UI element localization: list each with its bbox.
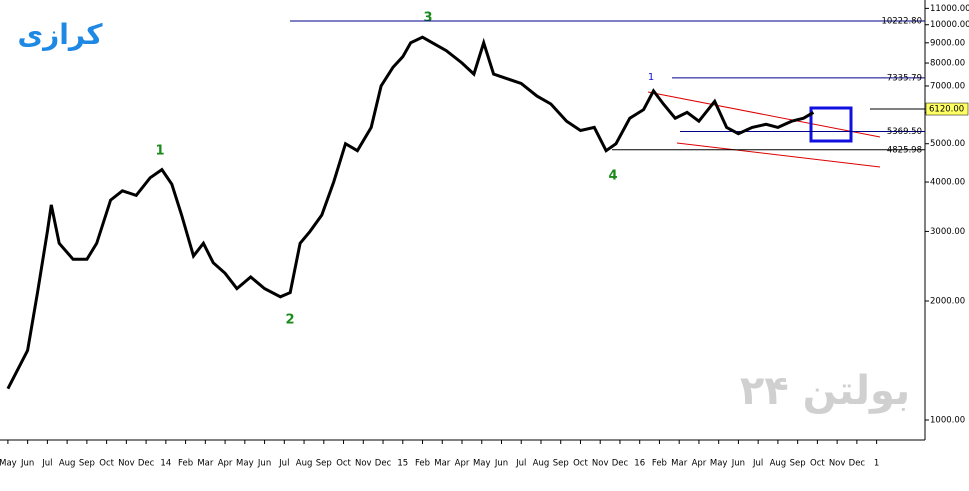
- x-tick-label: Feb: [415, 459, 430, 469]
- x-tick-label: Mar: [434, 459, 451, 469]
- x-tick-label: Mar: [671, 459, 688, 469]
- x-tick-label: Nov: [118, 459, 135, 469]
- y-tick-label: 10000.00: [930, 20, 969, 30]
- x-tick-label: Jun: [257, 459, 271, 469]
- x-tick-label: Oct: [336, 459, 351, 469]
- x-tick-label: Jul: [278, 459, 289, 469]
- x-tick-label: May: [710, 459, 728, 469]
- x-tick-label: Nov: [355, 459, 372, 469]
- x-tick-label: May: [473, 459, 491, 469]
- price-line: [6, 35, 815, 390]
- x-tick-label: Dec: [612, 459, 629, 469]
- x-tick-label: Sep: [79, 459, 95, 469]
- x-tick-label: Mar: [197, 459, 214, 469]
- level-label: 4825.98: [887, 145, 922, 155]
- x-tick-label: Oct: [99, 459, 114, 469]
- target-box: [809, 106, 853, 143]
- y-tick-label: 5000.00: [930, 139, 965, 149]
- x-tick-label: May: [236, 459, 254, 469]
- x-tick-label: Aug: [296, 459, 313, 469]
- trend-line: [647, 91, 881, 138]
- x-tick-label: 14: [160, 459, 171, 469]
- wave-label: 1: [648, 72, 654, 83]
- x-tick-label: Feb: [178, 459, 193, 469]
- x-tick-label: Jun: [731, 459, 745, 469]
- x-tick-label: May: [0, 459, 17, 469]
- x-tick-label: Jul: [41, 459, 52, 469]
- price-highlight: [925, 102, 969, 116]
- x-tick-label: Sep: [553, 459, 569, 469]
- x-tick-label: Oct: [810, 459, 825, 469]
- x-tick-label: Nov: [592, 459, 609, 469]
- x-tick-label: Aug: [770, 459, 787, 469]
- y-tick-label: 1000.00: [930, 415, 965, 425]
- x-tick-label: Apr: [455, 459, 470, 469]
- wave-label: 2: [285, 313, 294, 328]
- x-tick-label: Jun: [494, 459, 508, 469]
- x-tick-label: Sep: [316, 459, 332, 469]
- x-tick-label: Jul: [752, 459, 763, 469]
- x-tick-label: 1: [874, 459, 879, 469]
- y-tick-label: 7000.00: [930, 81, 965, 91]
- x-tick-label: Aug: [59, 459, 76, 469]
- wave-label: 3: [423, 11, 432, 26]
- x-tick-label: Apr: [218, 459, 233, 469]
- level-label: 10222.80: [881, 16, 922, 26]
- x-tick-label: Jul: [515, 459, 526, 469]
- y-tick-label: 8000.00: [930, 59, 965, 69]
- y-tick-label: 11000.00: [930, 4, 969, 14]
- x-tick-label: Aug: [533, 459, 550, 469]
- y-tick-label: 3000.00: [930, 227, 965, 237]
- x-tick-label: Dec: [138, 459, 155, 469]
- chart-title: کرازی: [17, 18, 103, 51]
- y-tick-label: 2000.00: [930, 297, 965, 307]
- wave-label: 4: [608, 169, 617, 184]
- x-tick-label: Sep: [790, 459, 806, 469]
- x-tick-label: Dec: [849, 459, 866, 469]
- price-label: 6120.00: [929, 105, 964, 115]
- level-label: 5369.50: [887, 127, 922, 137]
- y-tick-label: 9000.00: [930, 38, 965, 48]
- watermark: بولتن ۲۴: [740, 368, 910, 414]
- x-tick-label: Dec: [375, 459, 392, 469]
- y-tick-label: 4000.00: [930, 178, 965, 188]
- x-tick-label: Oct: [573, 459, 588, 469]
- trend-line: [676, 142, 881, 168]
- x-tick-label: 16: [634, 459, 645, 469]
- x-tick-label: Jun: [20, 459, 34, 469]
- x-tick-label: Apr: [692, 459, 707, 469]
- wave-label: 1: [155, 144, 164, 159]
- x-tick-label: Nov: [829, 459, 846, 469]
- x-tick-label: Feb: [652, 459, 667, 469]
- level-label: 7335.79: [887, 73, 922, 83]
- x-tick-label: 15: [397, 459, 408, 469]
